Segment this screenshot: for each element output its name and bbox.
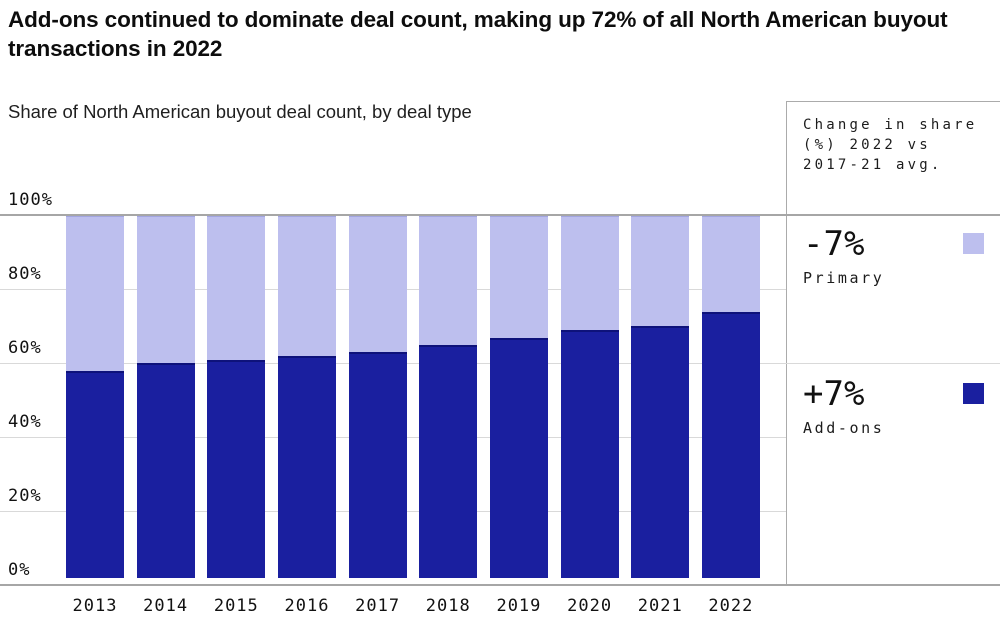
bar-segment-addons [631, 326, 690, 578]
bar-stack [136, 216, 195, 578]
legend-change-addons: +7% [803, 374, 865, 414]
change-panel-header: Change in share (%) 2022 vs 2017-21 avg. [803, 117, 978, 173]
bar-column-2016: 2016 [277, 216, 336, 616]
bar-column-2015: 2015 [207, 216, 266, 616]
bar-segment-primary [489, 216, 548, 346]
x-tick-label-2014: 2014 [143, 596, 189, 616]
y-tick-label-20: 20% [8, 486, 42, 506]
gridline-100 [0, 214, 1000, 216]
bar-segment-primary [419, 216, 478, 353]
x-tick-label-2013: 2013 [72, 596, 118, 616]
bar-segment-addons [419, 344, 478, 578]
bar-stack [631, 216, 690, 578]
y-tick-label-40: 40% [8, 412, 42, 432]
legend-label-primary: Primary [803, 269, 885, 287]
change-panel: Change in share (%) 2022 vs 2017-21 avg.… [786, 101, 1000, 586]
legend-item-addons: +7% Add-ons [803, 374, 986, 437]
bar-column-2013: 2013 [66, 216, 124, 616]
bar-stack [348, 216, 407, 578]
x-tick-label-2018: 2018 [425, 596, 471, 616]
bar-stack [560, 216, 619, 578]
bar-segment-addons [701, 311, 760, 578]
legend-change-primary: -7% [803, 224, 865, 264]
bar-column-2019: 2019 [489, 216, 548, 616]
x-tick-label-2019: 2019 [496, 596, 542, 616]
bar-segment-primary [136, 216, 195, 372]
bar-series: 2013 2014 2015 2016 2017 2018 2019 2020 2021 2022 [66, 216, 760, 616]
bar-stack [489, 216, 548, 578]
x-tick-label-2022: 2022 [708, 596, 754, 616]
bar-segment-addons [136, 363, 195, 578]
bar-segment-primary [348, 216, 407, 361]
legend-swatch-primary-icon [963, 233, 984, 254]
x-tick-label-2017: 2017 [355, 596, 401, 616]
bar-stack [419, 216, 478, 578]
bar-stack [701, 216, 760, 578]
bar-segment-addons [489, 337, 548, 578]
bar-column-2020: 2020 [560, 216, 619, 616]
bar-segment-primary [207, 216, 266, 368]
x-tick-label-2021: 2021 [637, 596, 683, 616]
bar-segment-primary [631, 216, 690, 335]
bar-column-2014: 2014 [136, 216, 195, 616]
bar-stack [66, 216, 124, 578]
y-tick-label-0: 0% [8, 560, 31, 580]
x-tick-label-2015: 2015 [213, 596, 259, 616]
legend-item-primary: -7% Primary [803, 224, 986, 287]
bar-segment-addons [348, 352, 407, 578]
bar-column-2017: 2017 [348, 216, 407, 616]
bar-stack [277, 216, 336, 578]
bar-column-2018: 2018 [419, 216, 478, 616]
page-title: Add-ons continued to dominate deal count… [8, 7, 948, 61]
y-tick-label-100: 100% [8, 190, 53, 210]
bar-segment-primary [277, 216, 336, 364]
bar-stack [207, 216, 266, 578]
legend-swatch-addons-icon [963, 383, 984, 404]
chart-subtitle: Share of North American buyout deal coun… [8, 101, 472, 122]
legend-label-addons: Add-ons [803, 419, 885, 437]
x-tick-label-2020: 2020 [567, 596, 613, 616]
bar-segment-primary [560, 216, 619, 339]
x-tick-label-2016: 2016 [284, 596, 330, 616]
bar-segment-addons [207, 359, 266, 578]
y-tick-label-80: 80% [8, 264, 42, 284]
bar-segment-addons [277, 356, 336, 578]
bar-segment-addons [560, 330, 619, 578]
bar-segment-primary [66, 216, 124, 379]
bar-column-2021: 2021 [631, 216, 690, 616]
gridline-0 [0, 584, 1000, 586]
bar-column-2022: 2022 [701, 216, 760, 616]
bar-segment-addons [66, 370, 124, 578]
y-tick-label-60: 60% [8, 338, 42, 358]
bar-segment-primary [701, 216, 760, 320]
